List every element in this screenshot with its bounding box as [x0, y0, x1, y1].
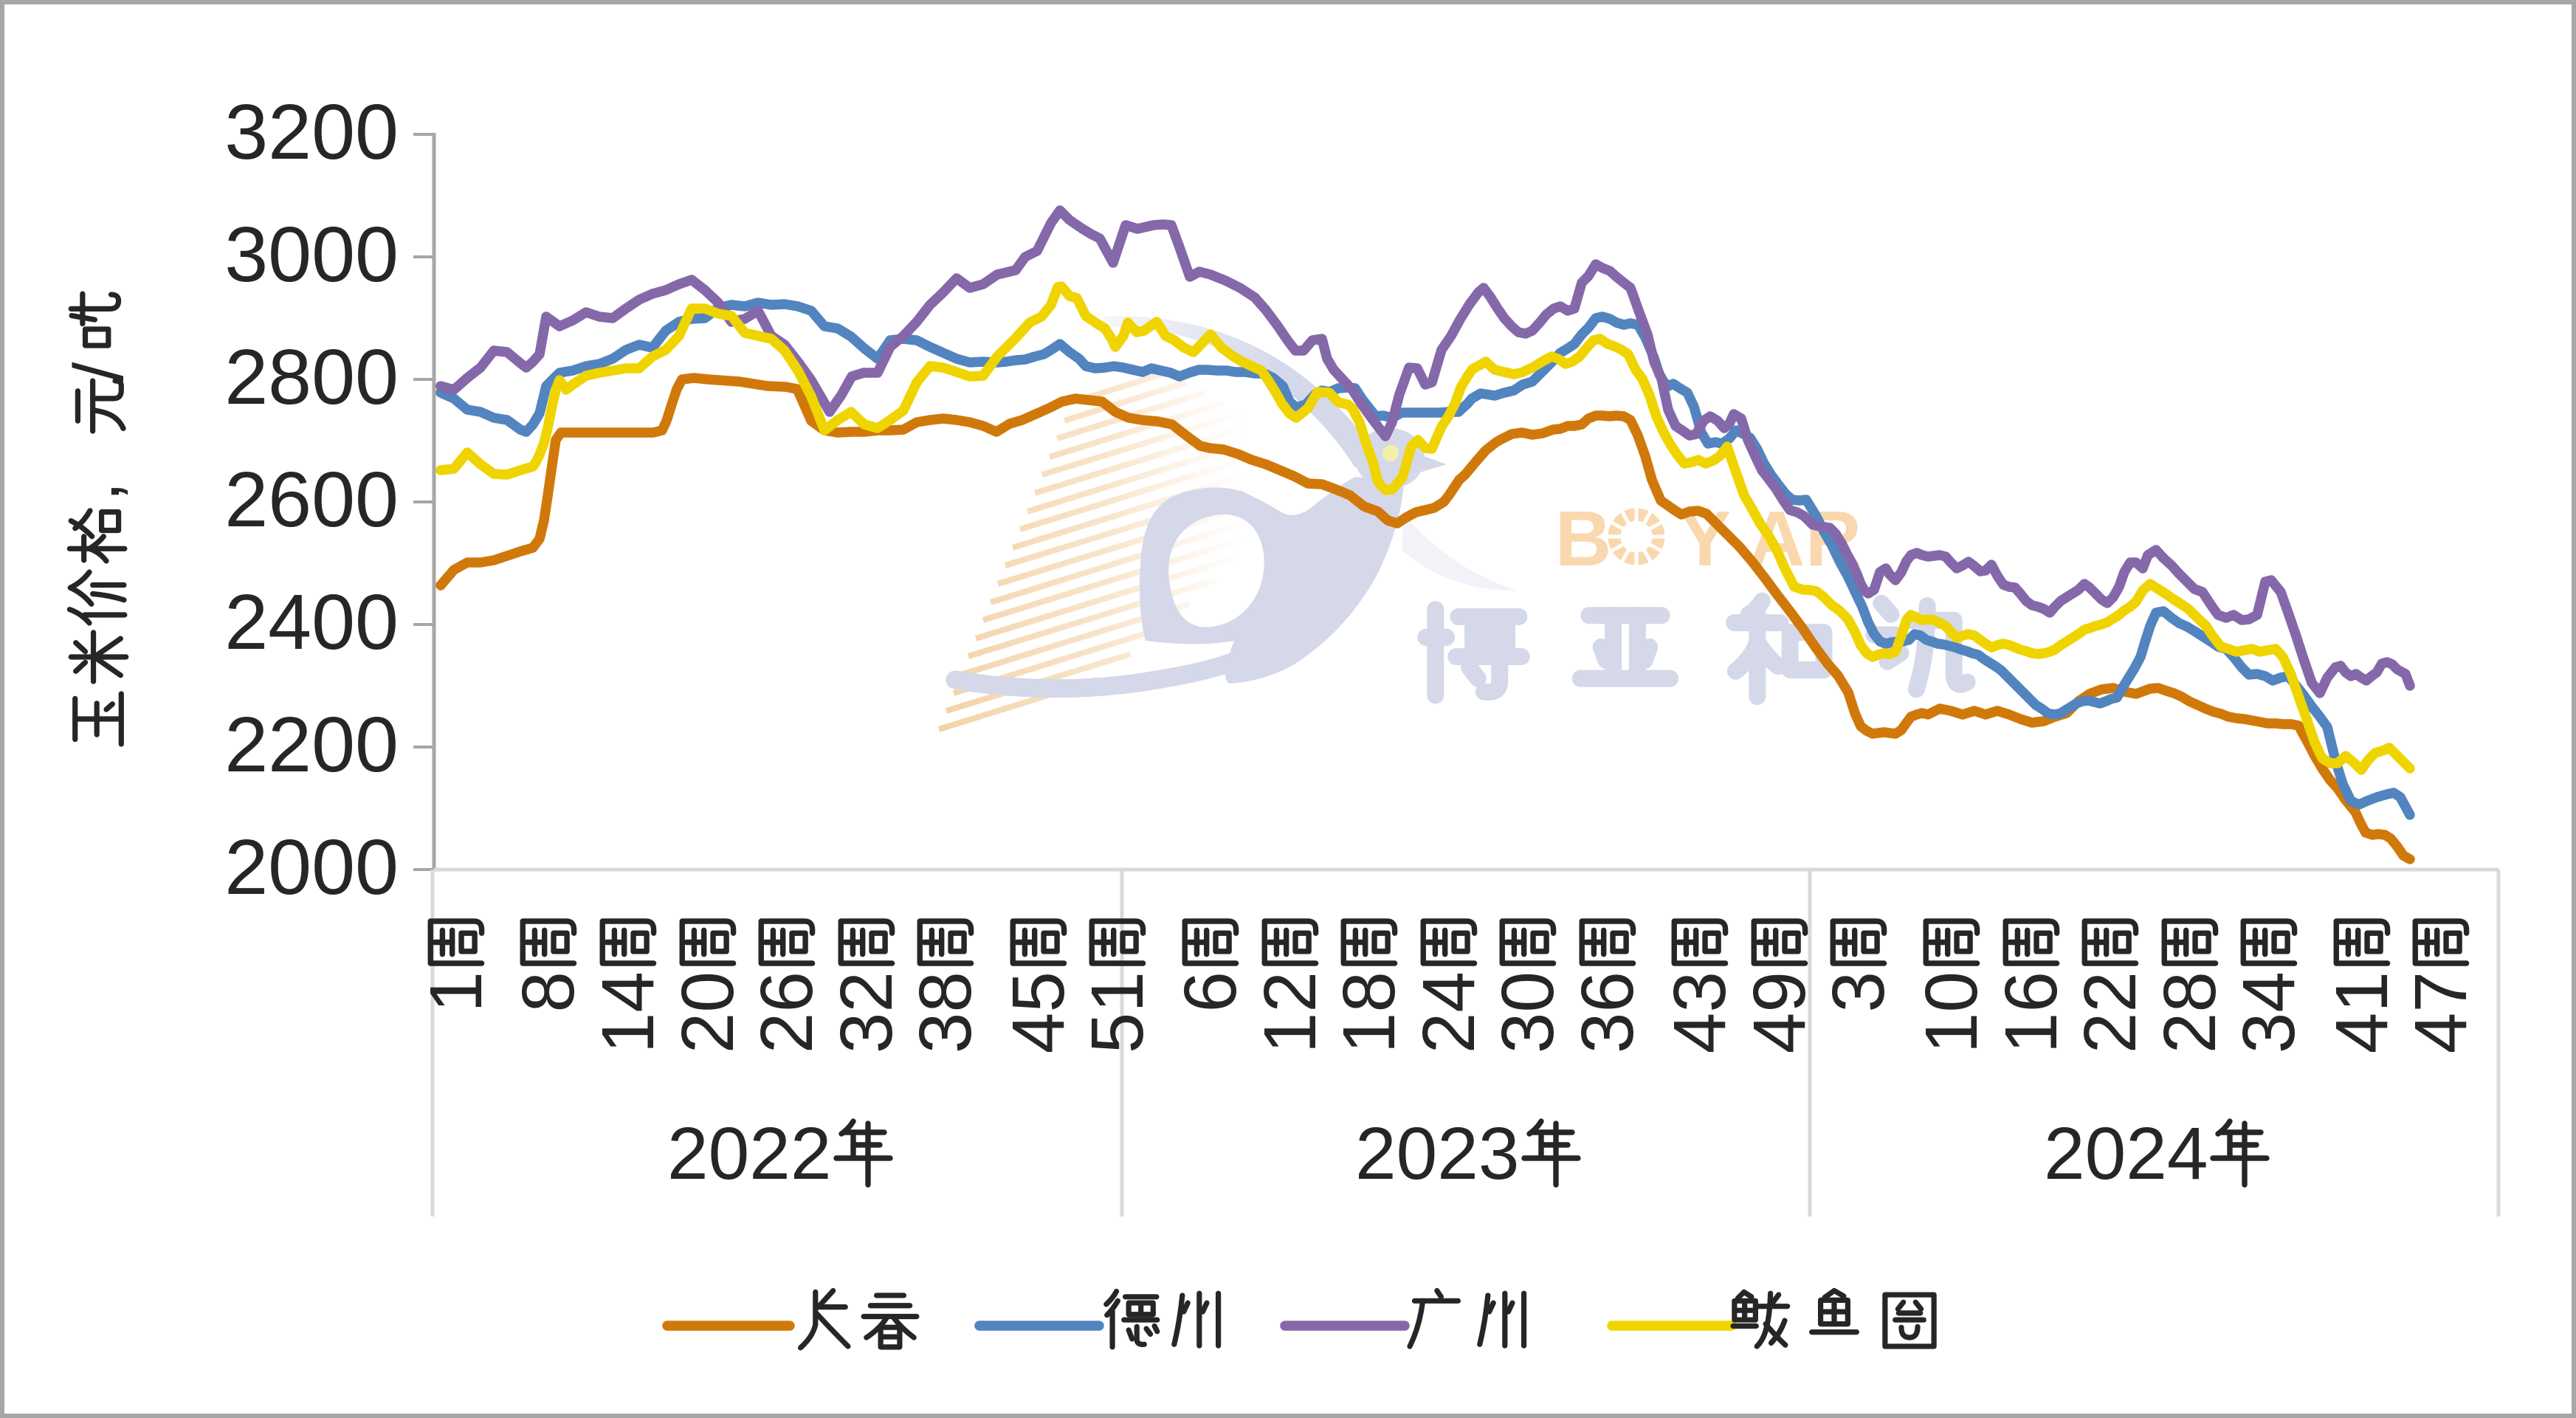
svg-text:32: 32	[825, 971, 908, 1053]
svg-text:24: 24	[1408, 971, 1490, 1053]
svg-text:38: 38	[904, 971, 987, 1053]
svg-text:1: 1	[415, 971, 497, 1013]
svg-text:18: 18	[1328, 971, 1411, 1053]
svg-text:47: 47	[2400, 971, 2482, 1053]
svg-text:3200: 3200	[224, 89, 399, 176]
svg-text:45: 45	[997, 971, 1080, 1053]
svg-text:26: 26	[745, 971, 828, 1053]
svg-text:36: 36	[1566, 971, 1649, 1053]
svg-text:12: 12	[1249, 971, 1332, 1053]
svg-text:2023: 2023	[1355, 1112, 1519, 1195]
svg-text:16: 16	[1990, 971, 2073, 1053]
svg-text:51: 51	[1076, 971, 1159, 1053]
svg-text:B: B	[1555, 495, 1612, 582]
svg-text:30: 30	[1487, 971, 1569, 1053]
svg-text:2000: 2000	[224, 824, 399, 911]
svg-text:49: 49	[1738, 971, 1821, 1053]
svg-text:6: 6	[1169, 971, 1252, 1013]
svg-text:2022: 2022	[667, 1112, 831, 1195]
svg-text:14: 14	[587, 971, 669, 1053]
svg-text:2600: 2600	[224, 456, 399, 543]
svg-text:43: 43	[1659, 971, 1741, 1053]
svg-text:28: 28	[2149, 971, 2231, 1053]
svg-text:2400: 2400	[224, 579, 399, 666]
svg-text:3000: 3000	[224, 211, 399, 298]
svg-text:10: 10	[1910, 971, 1993, 1053]
svg-text:34: 34	[2228, 971, 2310, 1053]
svg-text:41: 41	[2321, 971, 2403, 1053]
svg-text:20: 20	[667, 971, 749, 1053]
svg-text:3: 3	[1817, 971, 1900, 1013]
svg-text:2800: 2800	[224, 334, 399, 421]
svg-text:8: 8	[507, 971, 590, 1013]
svg-text:/: /	[60, 362, 138, 382]
svg-text:2200: 2200	[224, 701, 399, 788]
svg-text:22: 22	[2069, 971, 2152, 1053]
svg-text:,: ,	[56, 482, 134, 501]
svg-text:2024: 2024	[2044, 1112, 2208, 1195]
